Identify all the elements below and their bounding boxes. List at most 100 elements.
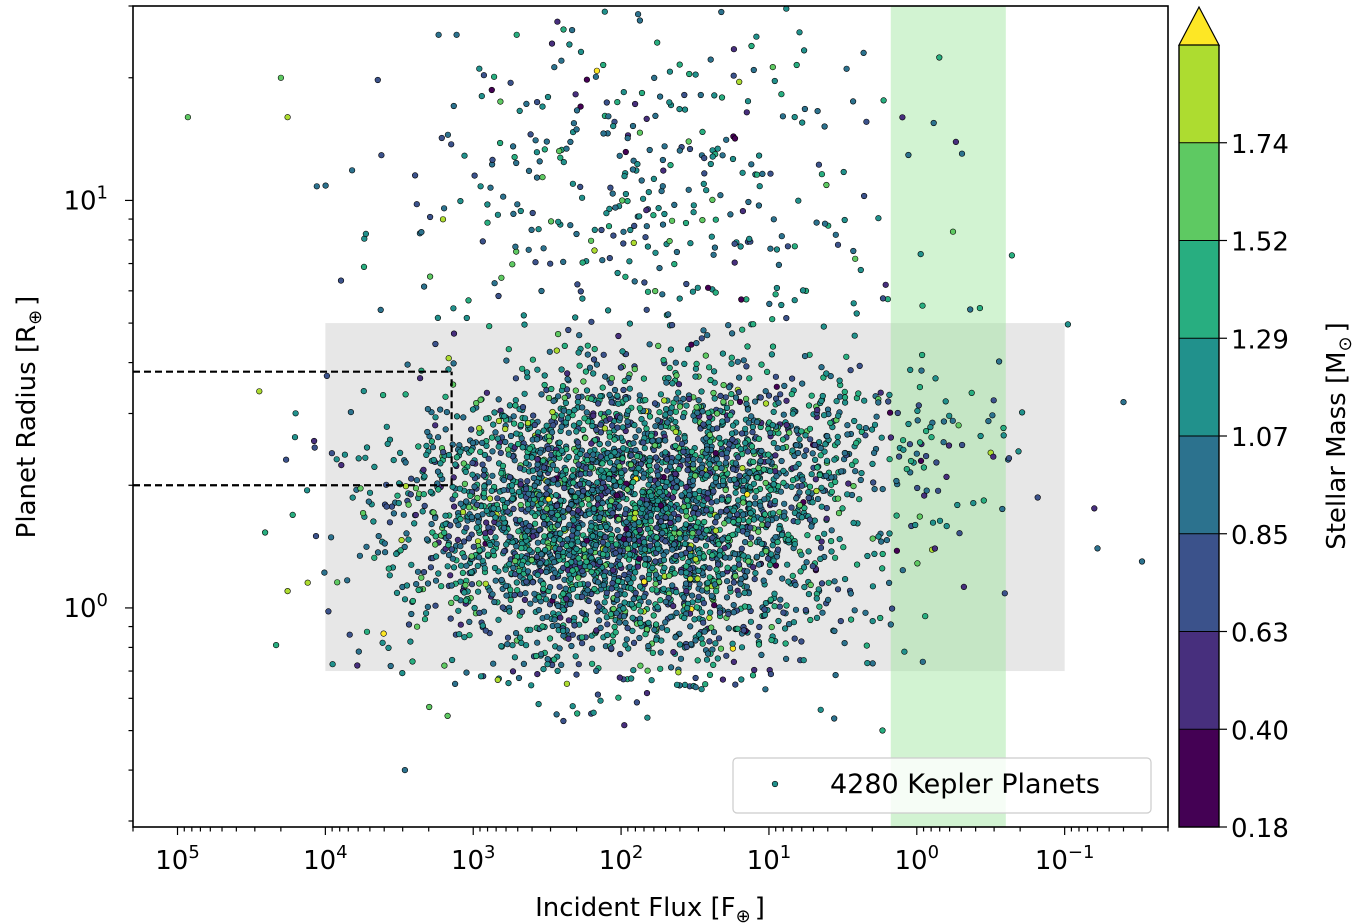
colorbar-segment xyxy=(1179,533,1219,632)
planet-point xyxy=(601,599,608,606)
planet-point xyxy=(540,427,547,434)
planet-point xyxy=(619,197,626,204)
planet-point xyxy=(417,375,424,382)
planet-point xyxy=(629,614,636,622)
planet-point xyxy=(689,530,696,537)
planet-point xyxy=(686,70,693,78)
planet-point xyxy=(681,540,689,548)
planet-point xyxy=(535,606,543,614)
planet-point xyxy=(875,399,882,406)
planet-point xyxy=(831,627,838,635)
planet-point xyxy=(907,366,914,374)
planet-point xyxy=(877,614,884,622)
planet-point xyxy=(475,588,482,595)
planet-point xyxy=(569,585,577,593)
planet-point xyxy=(616,561,624,568)
planet-point xyxy=(487,529,494,536)
planet-point xyxy=(628,675,635,682)
planet-point xyxy=(682,535,689,542)
planet-point xyxy=(441,662,448,669)
planet-point xyxy=(807,581,814,589)
planet-point xyxy=(676,147,683,154)
planet-point xyxy=(636,213,643,220)
planet-point xyxy=(491,564,499,572)
planet-point xyxy=(711,244,719,251)
colorbar-tick-label: 0.40 xyxy=(1231,716,1289,746)
planet-point xyxy=(525,246,532,253)
planet-point xyxy=(736,78,743,85)
planet-point xyxy=(672,408,680,415)
planet-point xyxy=(657,665,664,672)
planet-point xyxy=(554,393,562,400)
planet-point xyxy=(591,226,598,233)
planet-point xyxy=(407,491,414,498)
planet-point xyxy=(879,550,886,558)
planet-point xyxy=(778,301,785,309)
planet-point xyxy=(548,429,556,436)
planet-point xyxy=(606,433,613,440)
planet-point xyxy=(731,259,738,266)
planet-point xyxy=(587,464,595,471)
planet-point xyxy=(694,519,702,526)
planet-point xyxy=(713,410,721,417)
planet-point xyxy=(823,370,830,377)
planet-point xyxy=(780,609,787,616)
planet-point xyxy=(820,412,828,419)
planet-point xyxy=(709,153,716,160)
planet-point xyxy=(560,258,567,266)
planet-point xyxy=(337,277,345,284)
planet-point xyxy=(756,623,763,631)
planet-point xyxy=(596,441,603,448)
planet-point xyxy=(599,500,606,507)
planet-point xyxy=(355,648,362,655)
planet-point xyxy=(380,392,387,399)
planet-point xyxy=(725,322,732,329)
planet-point xyxy=(480,490,488,497)
planet-point xyxy=(710,389,717,397)
planet-point xyxy=(498,470,505,477)
planet-point xyxy=(672,359,679,366)
planet-point xyxy=(484,219,491,226)
planet-point xyxy=(525,167,533,174)
planet-point xyxy=(799,380,806,387)
planet-point xyxy=(556,583,563,590)
planet-point xyxy=(506,402,514,409)
planet-point xyxy=(624,486,631,493)
planet-point xyxy=(454,536,462,544)
planet-point xyxy=(878,538,885,545)
planet-point xyxy=(456,631,463,638)
planet-point xyxy=(519,444,526,451)
planet-point xyxy=(643,501,650,508)
planet-point xyxy=(741,538,749,546)
planet-point xyxy=(631,515,638,522)
planet-point xyxy=(521,415,529,422)
planet-point xyxy=(598,467,605,474)
planet-point xyxy=(462,468,469,476)
colorbar-tick-label: 0.63 xyxy=(1231,619,1289,649)
planet-point xyxy=(672,442,679,450)
planet-point xyxy=(637,619,644,627)
planet-point xyxy=(717,392,724,400)
planet-point xyxy=(691,616,698,623)
planet-point xyxy=(600,572,608,580)
planet-point xyxy=(693,360,700,368)
planet-point xyxy=(540,585,547,593)
planet-point xyxy=(586,364,594,371)
planet-point xyxy=(832,671,839,679)
planet-point xyxy=(834,433,841,441)
planet-point xyxy=(507,79,514,86)
planet-point xyxy=(562,467,570,474)
planet-point xyxy=(569,567,576,574)
planet-point xyxy=(577,103,584,110)
planet-point xyxy=(583,387,591,394)
planet-point xyxy=(823,457,831,464)
planet-point xyxy=(556,645,563,652)
planet-point xyxy=(692,373,699,380)
planet-point xyxy=(646,341,653,348)
planet-point xyxy=(482,627,489,634)
planet-point xyxy=(556,148,563,155)
planet-point xyxy=(717,508,724,515)
planet-point xyxy=(634,11,642,18)
planet-point xyxy=(662,483,669,491)
planet-point xyxy=(572,653,579,660)
